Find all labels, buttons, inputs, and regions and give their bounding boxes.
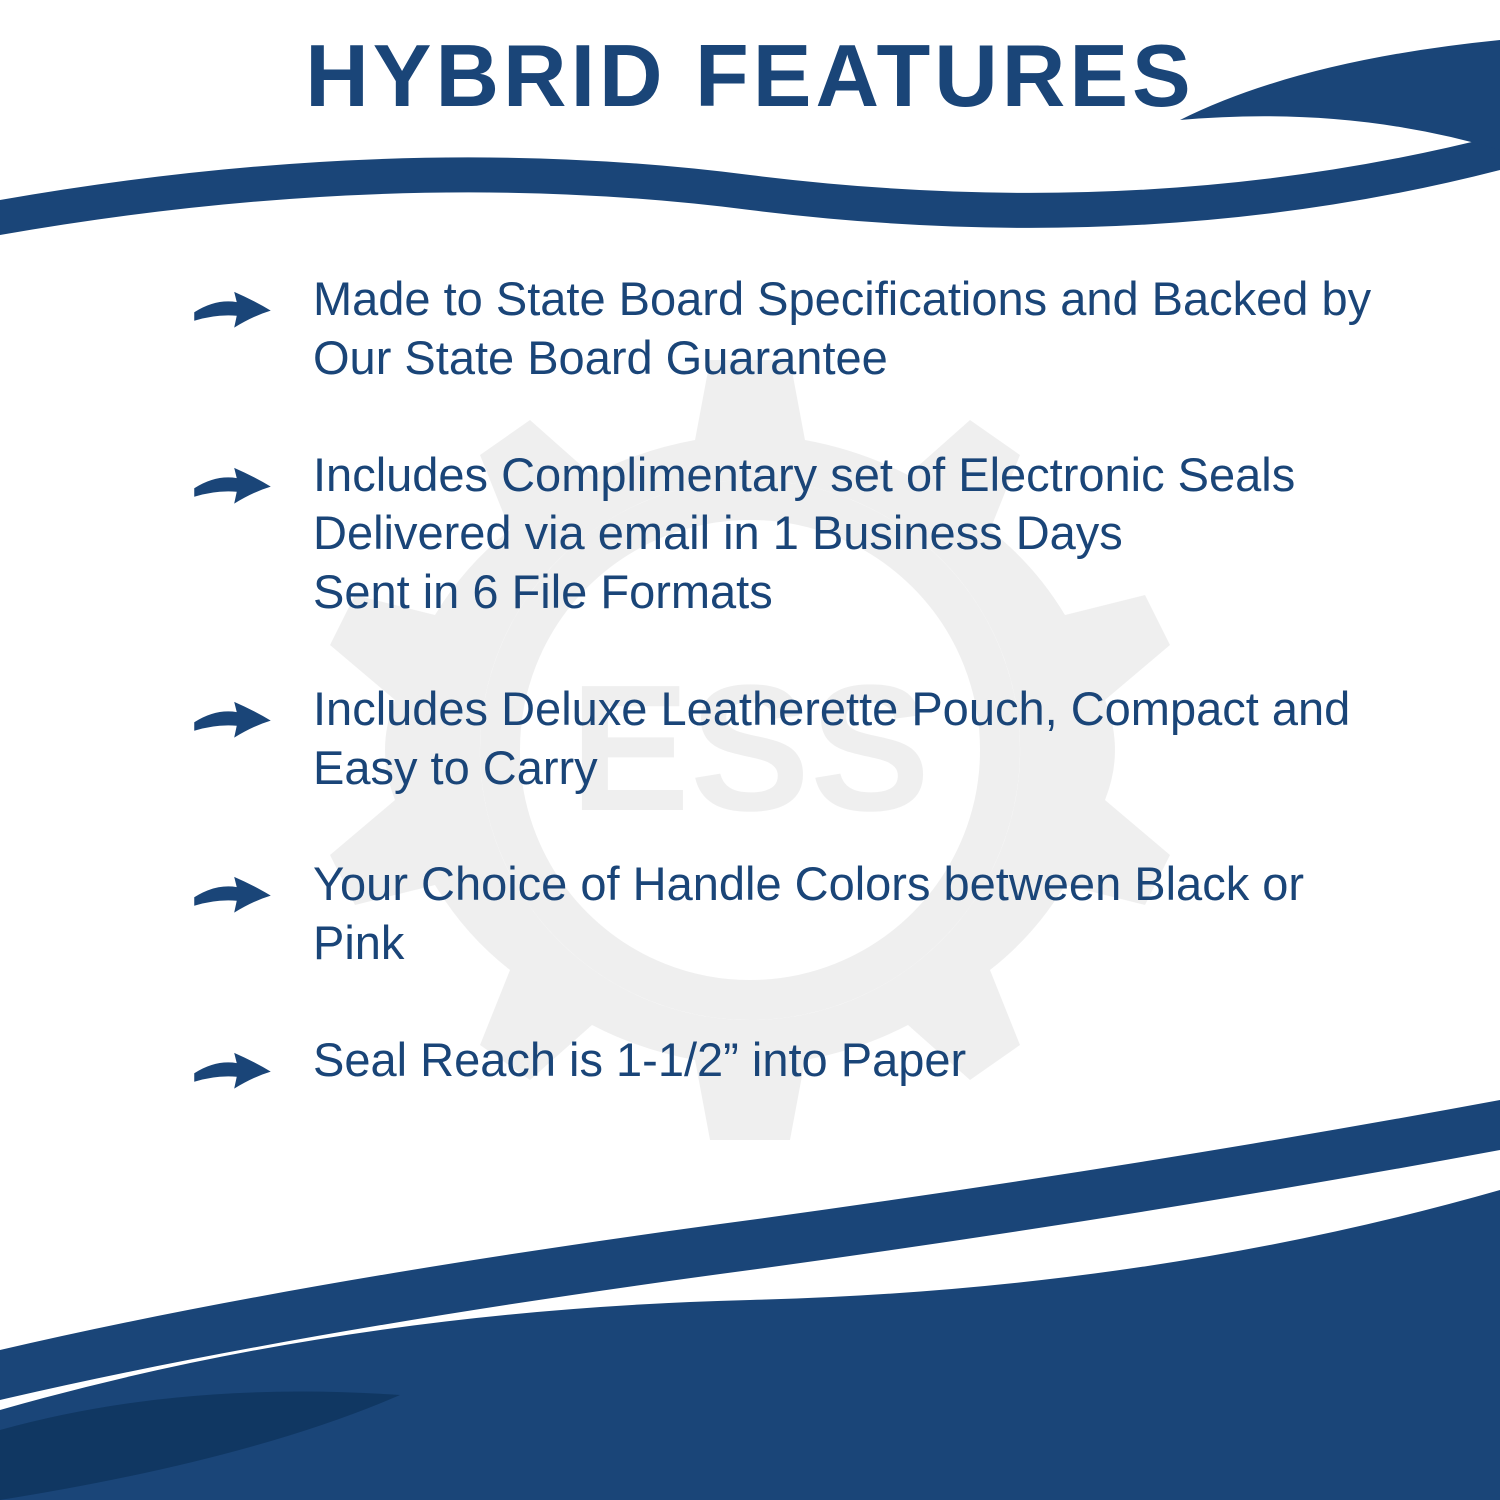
footer-wave [0,1100,1500,1500]
feature-list: Made to State Board Specifications and B… [190,270,1390,1152]
feature-text: Includes Deluxe Leatherette Pouch, Compa… [313,680,1390,798]
arrow-icon [190,1039,275,1094]
feature-item: Includes Complimentary set of Electronic… [190,446,1390,622]
feature-item: Your Choice of Handle Colors between Bla… [190,855,1390,973]
feature-text: Seal Reach is 1-1/2” into Paper [313,1031,966,1090]
feature-text: Your Choice of Handle Colors between Bla… [313,855,1390,973]
feature-item: Made to State Board Specifications and B… [190,270,1390,388]
feature-item: Seal Reach is 1-1/2” into Paper [190,1031,1390,1094]
arrow-icon [190,454,275,509]
page-title: HYBRID FEATURES [0,25,1500,127]
feature-item: Includes Deluxe Leatherette Pouch, Compa… [190,680,1390,798]
feature-text: Includes Complimentary set of Electronic… [313,446,1390,622]
arrow-icon [190,688,275,743]
arrow-icon [190,278,275,333]
feature-text: Made to State Board Specifications and B… [313,270,1390,388]
arrow-icon [190,863,275,918]
